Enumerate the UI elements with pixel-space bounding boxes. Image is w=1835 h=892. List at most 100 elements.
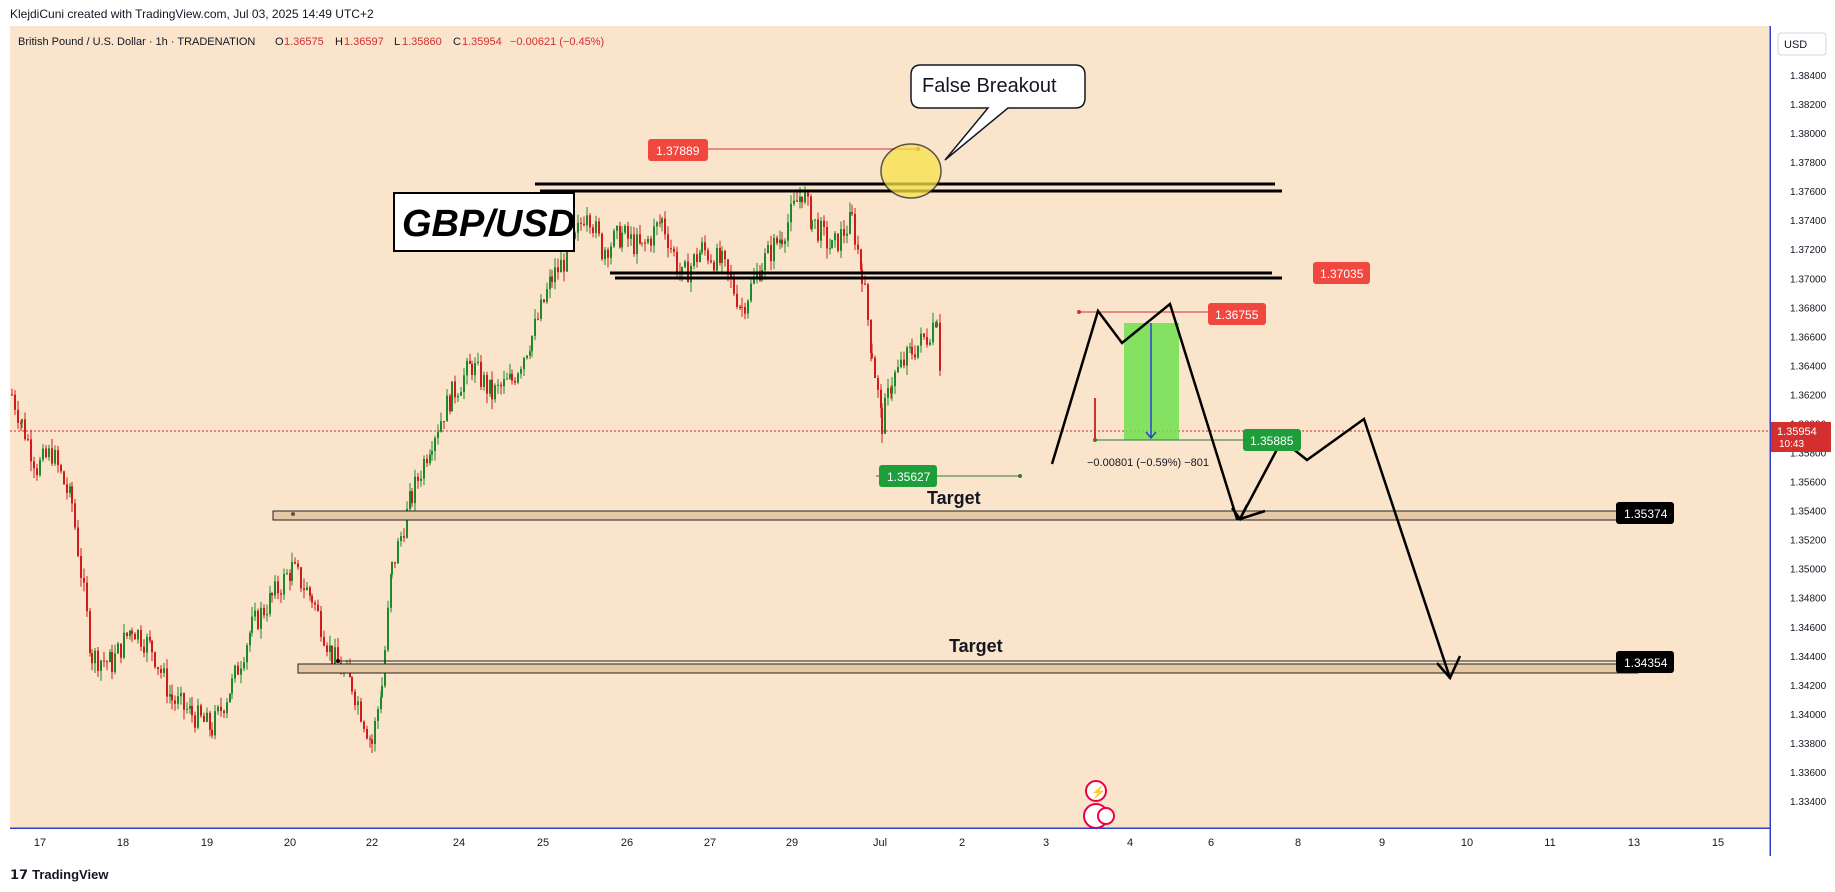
candle-body bbox=[727, 259, 729, 273]
candle-body bbox=[826, 226, 828, 249]
candle-body bbox=[94, 650, 96, 664]
candle-body bbox=[857, 244, 859, 250]
candle-body bbox=[834, 233, 836, 241]
false-breakout-callout[interactable] bbox=[910, 64, 1086, 161]
candle-body bbox=[39, 459, 41, 476]
candle-body bbox=[326, 645, 328, 653]
candle-body bbox=[790, 203, 792, 223]
candle-body bbox=[45, 448, 47, 458]
candle-body bbox=[577, 222, 579, 233]
candle-body bbox=[21, 419, 23, 423]
legend-close: 1.35954 bbox=[462, 36, 502, 48]
candle-body bbox=[592, 227, 594, 234]
candle-body bbox=[380, 697, 382, 709]
candle-body bbox=[776, 237, 778, 244]
candle-body bbox=[283, 573, 285, 595]
candle-body bbox=[271, 593, 273, 596]
candle-body bbox=[100, 660, 102, 671]
candle-body bbox=[554, 267, 556, 283]
candle-body bbox=[840, 229, 842, 251]
candle-body bbox=[894, 372, 896, 387]
candle-body bbox=[17, 409, 19, 423]
y-tick-label: 1.38000 bbox=[1790, 129, 1827, 140]
candle-body bbox=[647, 238, 649, 243]
candle-body bbox=[240, 668, 242, 675]
candle-body bbox=[27, 439, 29, 441]
candle-body bbox=[511, 373, 513, 381]
candle-body bbox=[843, 229, 845, 236]
candle-body bbox=[134, 633, 136, 640]
currency-button[interactable] bbox=[1777, 32, 1827, 56]
y-tick-label: 1.36800 bbox=[1790, 303, 1827, 314]
candle-body bbox=[932, 322, 934, 343]
candle-body bbox=[377, 708, 379, 722]
candle-body bbox=[117, 643, 119, 654]
candle-body bbox=[831, 240, 833, 249]
candle-body bbox=[206, 712, 208, 722]
candle-body bbox=[589, 215, 591, 228]
candle-body bbox=[489, 379, 491, 394]
candle-body bbox=[331, 645, 333, 665]
candle-body bbox=[627, 225, 629, 239]
candle-body bbox=[294, 562, 296, 564]
y-tick-label: 1.34000 bbox=[1790, 710, 1827, 721]
candle-body bbox=[761, 270, 763, 281]
candle-body bbox=[351, 677, 353, 692]
candle-body bbox=[854, 213, 856, 245]
candle-body bbox=[214, 711, 216, 736]
entry-badge-text: 1.36755 bbox=[1215, 308, 1259, 322]
x-tick-label: 29 bbox=[786, 837, 798, 849]
tradingview-logo[interactable]: 𝟭𝟳 TradingView bbox=[10, 867, 109, 882]
candle-body bbox=[730, 272, 732, 279]
candle-body bbox=[851, 212, 853, 214]
false-breakout-highlight[interactable] bbox=[880, 143, 942, 199]
candle-body bbox=[817, 219, 819, 241]
legend-open: 1.36575 bbox=[284, 36, 324, 48]
lightning-icon[interactable] bbox=[1085, 780, 1107, 802]
target-zone-1[interactable] bbox=[272, 510, 1618, 521]
candle-body bbox=[494, 385, 496, 400]
candle-body bbox=[543, 299, 545, 302]
candle-body bbox=[903, 359, 905, 366]
candle-body bbox=[269, 593, 271, 614]
candle-body bbox=[673, 248, 675, 252]
candle-body bbox=[693, 254, 695, 266]
candle-body bbox=[463, 375, 465, 393]
time-axis[interactable] bbox=[10, 828, 1770, 857]
title-box[interactable] bbox=[393, 192, 575, 252]
candle-body bbox=[440, 421, 442, 432]
candle-body bbox=[311, 595, 313, 603]
legend-o-label: O bbox=[275, 36, 284, 48]
candle-body bbox=[411, 491, 413, 504]
target-1-badge-text: 1.35374 bbox=[1624, 507, 1668, 521]
candle-body bbox=[11, 394, 13, 396]
candle-body bbox=[684, 261, 686, 267]
candle-body bbox=[457, 395, 459, 398]
candle-body bbox=[266, 613, 268, 616]
projection-path-2[interactable] bbox=[1238, 416, 1452, 679]
candle-body bbox=[736, 293, 738, 307]
candle-body bbox=[91, 652, 93, 664]
candle-body bbox=[14, 394, 16, 410]
x-tick-label: 27 bbox=[704, 837, 716, 849]
candle-body bbox=[799, 196, 801, 202]
candle-body bbox=[129, 630, 131, 636]
high-badge-text: 1.37889 bbox=[656, 144, 700, 158]
target-zone-2[interactable] bbox=[297, 663, 1639, 674]
x-tick-label: 22 bbox=[366, 837, 378, 849]
candle-body bbox=[929, 342, 931, 345]
candle-body bbox=[900, 359, 902, 368]
candle-body bbox=[676, 251, 678, 273]
candle-body bbox=[163, 668, 165, 673]
candle-body bbox=[420, 478, 422, 481]
candle-body bbox=[174, 700, 176, 704]
y-tick-label: 1.37800 bbox=[1790, 158, 1827, 169]
candle-body bbox=[724, 250, 726, 260]
currency-label: USD bbox=[1784, 39, 1807, 51]
legend-change: −0.00621 (−0.45%) bbox=[510, 36, 604, 48]
x-tick-label: 15 bbox=[1712, 837, 1724, 849]
candle-body bbox=[426, 458, 428, 464]
candle-body bbox=[229, 693, 231, 703]
candle-body bbox=[74, 503, 76, 528]
candle-body bbox=[897, 367, 899, 373]
